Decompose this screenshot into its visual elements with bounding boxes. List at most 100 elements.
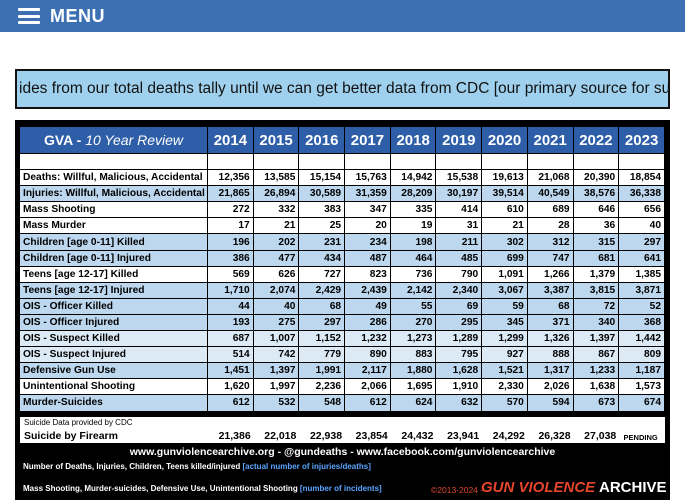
- menu-button[interactable]: MENU: [18, 4, 105, 28]
- table-cell: 809: [619, 347, 665, 364]
- cdc-cell: 22,018: [264, 430, 297, 442]
- table-title: GVA - 10 Year Review: [20, 127, 209, 154]
- gva-10-year-review-image: GVA - 10 Year Review 2014 2015 2016 2017 201…: [15, 120, 670, 500]
- table-cell: 1,317: [527, 363, 574, 380]
- table-cell: 1,289: [436, 331, 483, 348]
- hamburger-icon: [18, 8, 40, 24]
- row-label: Defensive Gun Use: [20, 363, 209, 380]
- cdc-suicide-section: Suicide Data provided by CDC Suicide by …: [20, 417, 665, 443]
- table-cell: 275: [253, 314, 300, 332]
- table-cell: 681: [573, 250, 620, 267]
- table-cell: 727: [299, 266, 346, 283]
- table-cell: 2,330: [482, 379, 528, 396]
- table-cell: 3,815: [573, 282, 620, 299]
- table-cell: 383: [299, 202, 346, 219]
- table-cell: 1,266: [527, 266, 574, 283]
- table-cell: 641: [619, 250, 665, 267]
- row-label: OIS - Suspect Injured: [20, 347, 209, 364]
- table-row: Deaths: Willful, Malicious, Accidental 12…: [20, 170, 665, 187]
- legend-line-1: Number of Deaths, Injuries, Children, Te…: [23, 462, 371, 471]
- table-cell: 21,068: [527, 170, 574, 187]
- cdc-cell: 21,386: [218, 430, 251, 442]
- table-cell: 1,573: [619, 379, 665, 396]
- table-cell: 927: [482, 347, 528, 364]
- table-cell: 340: [573, 314, 620, 332]
- year-header: 2014: [208, 127, 254, 154]
- table-cell: 867: [573, 347, 620, 364]
- table-cell: 371: [527, 314, 574, 332]
- table-cell: 26,894: [253, 186, 300, 203]
- table-cell: 17: [208, 218, 254, 235]
- table-cell: 1,628: [436, 363, 483, 380]
- table-cell: 612: [345, 395, 391, 412]
- table-cell: 40: [253, 298, 300, 315]
- footer-links: www.gunviolencearchive.org - @gundeaths …: [129, 446, 556, 458]
- table-row: Murder-Suicides 612 532 548 612 624 632 570 594 6…: [20, 395, 665, 412]
- stats-table: GVA - 10 Year Review 2014 2015 2016 2017 201…: [20, 127, 665, 412]
- table-cell: 477: [253, 250, 300, 267]
- table-cell: 742: [253, 347, 300, 364]
- table-cell: 736: [390, 266, 437, 283]
- table-cell: 28: [527, 218, 574, 235]
- table-cell: 39,514: [482, 186, 528, 203]
- table-cell: 434: [299, 250, 346, 267]
- table-cell: 30,589: [299, 186, 346, 203]
- table-cell: 44: [208, 298, 254, 315]
- table-cell: 3,871: [619, 282, 665, 299]
- row-label: Mass Murder: [20, 218, 209, 235]
- table-cell: 1,299: [482, 331, 528, 348]
- table-cell: 270: [390, 314, 437, 332]
- table-cell: 1,273: [390, 331, 437, 348]
- table-cell: 1,695: [390, 379, 437, 396]
- table-cell: 345: [482, 314, 528, 332]
- row-label: OIS - Officer Killed: [20, 298, 209, 315]
- table-cell: 21: [482, 218, 528, 235]
- table-cell: 1,991: [299, 363, 346, 380]
- table-row: Teens [age 12-17] Injured 1,710 2,074 2,429…: [20, 282, 665, 299]
- table-cell: 883: [390, 347, 437, 364]
- table-cell: 193: [208, 314, 254, 332]
- table-cell: 1,997: [253, 379, 300, 396]
- table-cell: 1,620: [208, 379, 254, 396]
- table-cell: 386: [208, 250, 254, 267]
- top-nav-bar: MENU: [0, 0, 685, 32]
- year-header: 2019: [436, 127, 483, 154]
- copyright: ©2013-2024 -: [431, 485, 484, 495]
- table-cell: 15,154: [299, 170, 346, 187]
- table-cell: 1,880: [390, 363, 437, 380]
- table-cell: 198: [390, 234, 437, 251]
- table-cell: 55: [390, 298, 437, 315]
- table-row: Mass Shooting 272 332 383 347 335 414 610 689 646…: [20, 202, 665, 219]
- row-label: Teens [age 12-17] Injured: [20, 282, 209, 299]
- table-cell: 302: [482, 234, 528, 251]
- table-cell: 234: [345, 234, 391, 251]
- table-cell: 25: [299, 218, 346, 235]
- table-cell: 28,209: [390, 186, 437, 203]
- cdc-note: Suicide Data provided by CDC: [24, 418, 133, 427]
- table-cell: 231: [299, 234, 346, 251]
- table-cell: 332: [253, 202, 300, 219]
- row-label: Children [age 0-11] Injured: [20, 250, 209, 267]
- table-cell: 15,763: [345, 170, 391, 187]
- cdc-cell: 24,432: [401, 430, 434, 442]
- table-cell: 1,910: [436, 379, 483, 396]
- brand-logo-white: ARCHIVE: [599, 479, 667, 496]
- table-cell: 297: [299, 314, 346, 332]
- row-label: Deaths: Willful, Malicious, Accidental: [20, 170, 209, 187]
- table-cell: 2,117: [345, 363, 391, 380]
- row-label: Injuries: Willful, Malicious, Accidental: [20, 186, 209, 203]
- table-cell: 674: [619, 395, 665, 412]
- table-cell: 1,187: [619, 363, 665, 380]
- table-cell: 1,326: [527, 331, 574, 348]
- table-cell: 790: [436, 266, 483, 283]
- table-cell: 40,549: [527, 186, 574, 203]
- table-cell: 15,538: [436, 170, 483, 187]
- year-header: 2017: [345, 127, 391, 154]
- year-header: 2020: [482, 127, 528, 154]
- table-cell: 1,232: [345, 331, 391, 348]
- year-header: 2022: [573, 127, 620, 154]
- table-cell: 68: [299, 298, 346, 315]
- table-cell: 38,576: [573, 186, 620, 203]
- table-cell: 1,007: [253, 331, 300, 348]
- stats-table-wrap: GVA - 10 Year Review 2014 2015 2016 2017 201…: [20, 127, 665, 412]
